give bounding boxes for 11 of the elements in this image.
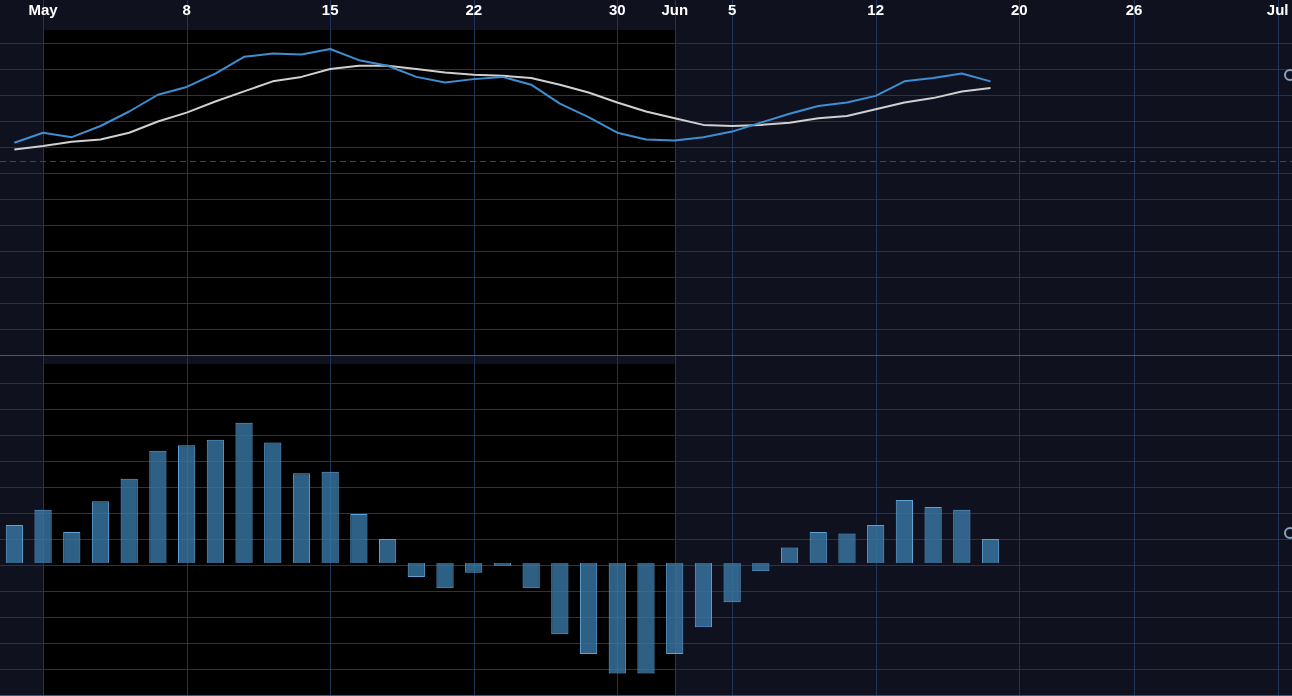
x-tick-label: 22 [465, 1, 483, 19]
x-tick-label: 26 [1125, 1, 1143, 19]
x-tick-label: 5 [727, 1, 737, 19]
x-tick-label: Jun [661, 1, 689, 19]
x-tick-label: 8 [182, 1, 191, 19]
x-tick-label: 15 [321, 1, 339, 19]
x-tick-label: 30 [608, 1, 626, 19]
x-tick-label: 20 [1010, 1, 1028, 19]
x-tick-label: 12 [867, 1, 885, 19]
x-tick-label: May [28, 1, 59, 19]
x-tick-label: Jul [1266, 1, 1289, 19]
